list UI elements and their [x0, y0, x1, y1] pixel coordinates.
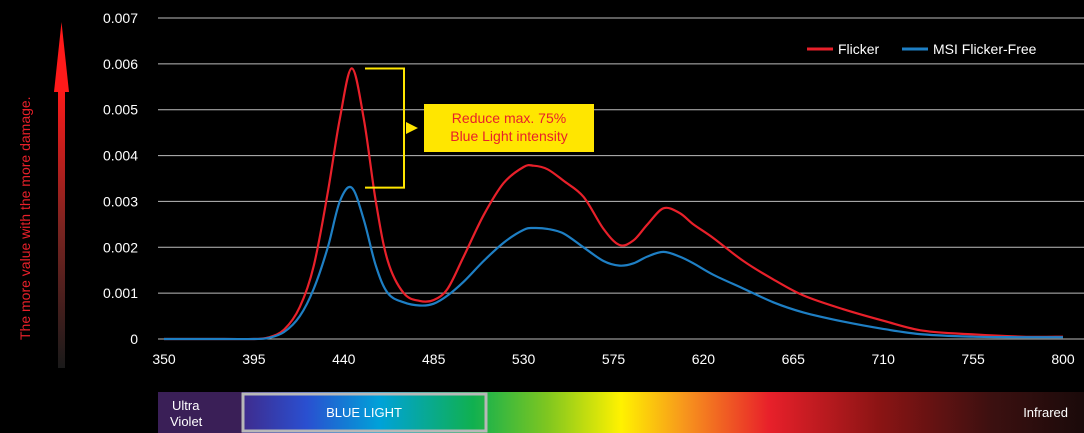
y-axis-ticks: 0 0.001 0.002 0.003 0.004 0.005 0.006 0.007	[103, 10, 138, 347]
legend-flicker-free-label: MSI Flicker-Free	[933, 41, 1037, 57]
x-tick-label: 485	[422, 351, 446, 367]
x-tick-label: 395	[242, 351, 266, 367]
infrared-label: Infrared	[1023, 405, 1068, 420]
bracket-arrow-icon	[406, 122, 418, 135]
ultraviolet-label-line1: Ultra	[172, 398, 200, 413]
damage-arrow	[54, 22, 69, 368]
y-tick-label: 0.001	[103, 285, 138, 301]
y-tick-label: 0.003	[103, 193, 138, 209]
legend: Flicker MSI Flicker-Free	[807, 41, 1037, 57]
legend-flicker-label: Flicker	[838, 41, 880, 57]
x-axis-ticks: 350 395 440 485 530 575 620 665 710 755 800	[152, 351, 1075, 367]
x-tick-label: 665	[782, 351, 806, 367]
x-tick-label: 755	[961, 351, 985, 367]
blue-light-label: BLUE LIGHT	[326, 405, 402, 420]
x-tick-label: 575	[602, 351, 626, 367]
y-tick-label: 0	[130, 331, 138, 347]
ultraviolet-label-line2: Violet	[170, 414, 203, 429]
x-tick-label: 620	[692, 351, 716, 367]
x-tick-label: 800	[1051, 351, 1075, 367]
spectrum-bar: Ultra Violet BLUE LIGHT Infrared	[158, 392, 1084, 433]
damage-axis-label: The more value with the more damage.	[17, 96, 33, 340]
gridlines	[158, 17, 1084, 340]
flicker-free-series-line	[164, 185, 1063, 341]
y-tick-label: 0.002	[103, 239, 138, 255]
series-lines	[164, 67, 1064, 341]
y-tick-label: 0.004	[103, 148, 138, 164]
y-tick-label: 0.007	[103, 10, 138, 26]
annotation-line1: Reduce max. 75%	[452, 110, 566, 126]
x-tick-label: 710	[872, 351, 896, 367]
y-tick-label: 0.006	[103, 56, 138, 72]
spectrum-gradient	[158, 392, 1084, 433]
reduction-annotation: Reduce max. 75% Blue Light intensity	[365, 67, 594, 189]
x-tick-label: 440	[332, 351, 356, 367]
annotation-line2: Blue Light intensity	[450, 128, 568, 144]
reduction-bracket	[365, 67, 405, 189]
x-tick-label: 350	[152, 351, 176, 367]
x-tick-label: 530	[512, 351, 536, 367]
y-tick-label: 0.005	[103, 102, 138, 118]
ultraviolet-zone	[158, 392, 242, 433]
blue-light-frame	[241, 392, 488, 433]
flicker-series-line	[164, 67, 1064, 341]
annotation-box	[424, 104, 594, 152]
